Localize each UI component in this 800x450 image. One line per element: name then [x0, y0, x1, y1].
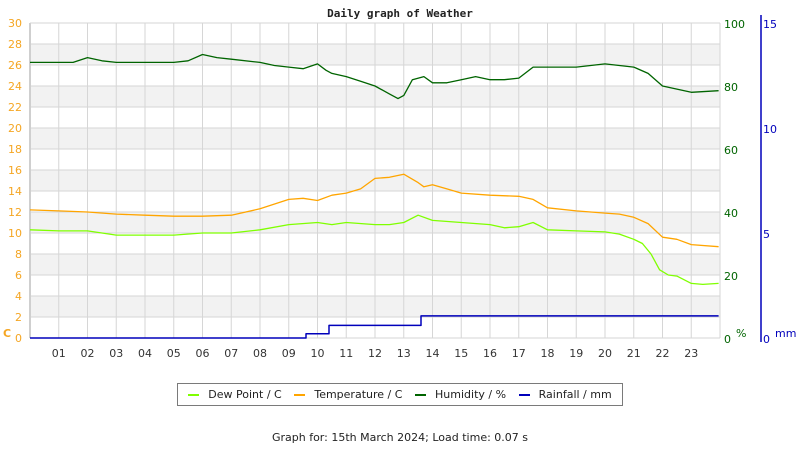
x-tick: 04 — [138, 347, 152, 360]
legend-item-rainfall: Rainfall / mm — [518, 388, 612, 401]
y-tick-left: 26 — [8, 59, 22, 72]
x-tick: 02 — [81, 347, 95, 360]
y-axis-label-rainfall: mm — [775, 327, 796, 340]
y-tick-left: 20 — [8, 122, 22, 135]
series-rainfall — [30, 315, 719, 339]
y-tick-right-rainfall: 10 — [763, 123, 777, 136]
x-tick: 17 — [512, 347, 526, 360]
y-tick-right-rainfall: 5 — [763, 228, 770, 241]
x-tick: 21 — [627, 347, 641, 360]
y-axis-label-left: C — [3, 327, 11, 340]
y-tick-right-humidity: 40 — [724, 207, 738, 220]
legend-label: Temperature / C — [314, 388, 403, 401]
x-tick: 16 — [483, 347, 497, 360]
legend-label: Humidity / % — [435, 388, 507, 401]
y-tick-right-humidity: 100 — [724, 18, 745, 31]
x-tick: 18 — [541, 347, 555, 360]
legend-label: Rainfall / mm — [538, 388, 612, 401]
y-tick-right-humidity: 60 — [724, 144, 738, 157]
y-tick-left: 24 — [8, 80, 22, 93]
dew-point-swatch-icon — [188, 393, 200, 396]
y-tick-right-rainfall: 15 — [763, 18, 777, 31]
x-tick: 11 — [339, 347, 353, 360]
x-tick: 03 — [109, 347, 123, 360]
series-humidity — [30, 53, 719, 100]
y-tick-left: 12 — [8, 206, 22, 219]
rainfall-swatch-icon — [518, 393, 530, 396]
legend-item-humidity: Humidity / % — [415, 388, 506, 401]
x-tick: 23 — [684, 347, 698, 360]
y-tick-left: 28 — [8, 38, 22, 51]
chart-title: Daily graph of Weather — [327, 7, 473, 20]
x-tick: 07 — [224, 347, 238, 360]
x-tick: 06 — [196, 347, 210, 360]
y-tick-left: 4 — [15, 290, 22, 303]
y-tick-right-rainfall: 0 — [763, 333, 770, 346]
y-tick-left: 18 — [8, 143, 22, 156]
x-tick: 14 — [426, 347, 440, 360]
x-tick: 01 — [52, 347, 66, 360]
y-tick-left: 14 — [8, 185, 22, 198]
y-axis-label-humidity: % — [736, 327, 746, 340]
y-tick-left: 6 — [15, 269, 22, 282]
humidity-swatch-icon — [415, 393, 427, 396]
x-tick: 19 — [569, 347, 583, 360]
y-tick-left: 2 — [15, 311, 22, 324]
y-tick-right-humidity: 0 — [724, 333, 731, 346]
y-tick-left: 0 — [15, 332, 22, 345]
y-tick-left: 22 — [8, 101, 22, 114]
series-lines — [29, 53, 719, 339]
legend: Dew Point / C Temperature / C Humidity /… — [177, 383, 623, 406]
y-tick-left: 10 — [8, 227, 22, 240]
x-tick: 10 — [311, 347, 325, 360]
x-tick: 09 — [282, 347, 296, 360]
graph-footer: Graph for: 15th March 2024; Load time: 0… — [271, 431, 529, 444]
x-tick: 08 — [253, 347, 267, 360]
series-dew-point — [29, 214, 719, 286]
x-tick: 05 — [167, 347, 181, 360]
x-tick: 15 — [454, 347, 468, 360]
series-temperature — [29, 173, 719, 248]
y-tick-right-humidity: 20 — [724, 270, 738, 283]
y-tick-left: 8 — [15, 248, 22, 261]
x-tick: 20 — [598, 347, 612, 360]
legend-item-temperature: Temperature / C — [294, 388, 402, 401]
legend-item-dew-point: Dew Point / C — [188, 388, 282, 401]
x-tick: 13 — [397, 347, 411, 360]
x-tick: 12 — [368, 347, 382, 360]
legend-label: Dew Point / C — [208, 388, 282, 401]
x-tick: 22 — [656, 347, 670, 360]
temperature-swatch-icon — [294, 393, 306, 396]
y-tick-left: 16 — [8, 164, 22, 177]
y-tick-right-humidity: 80 — [724, 81, 738, 94]
y-tick-left: 30 — [8, 17, 22, 30]
